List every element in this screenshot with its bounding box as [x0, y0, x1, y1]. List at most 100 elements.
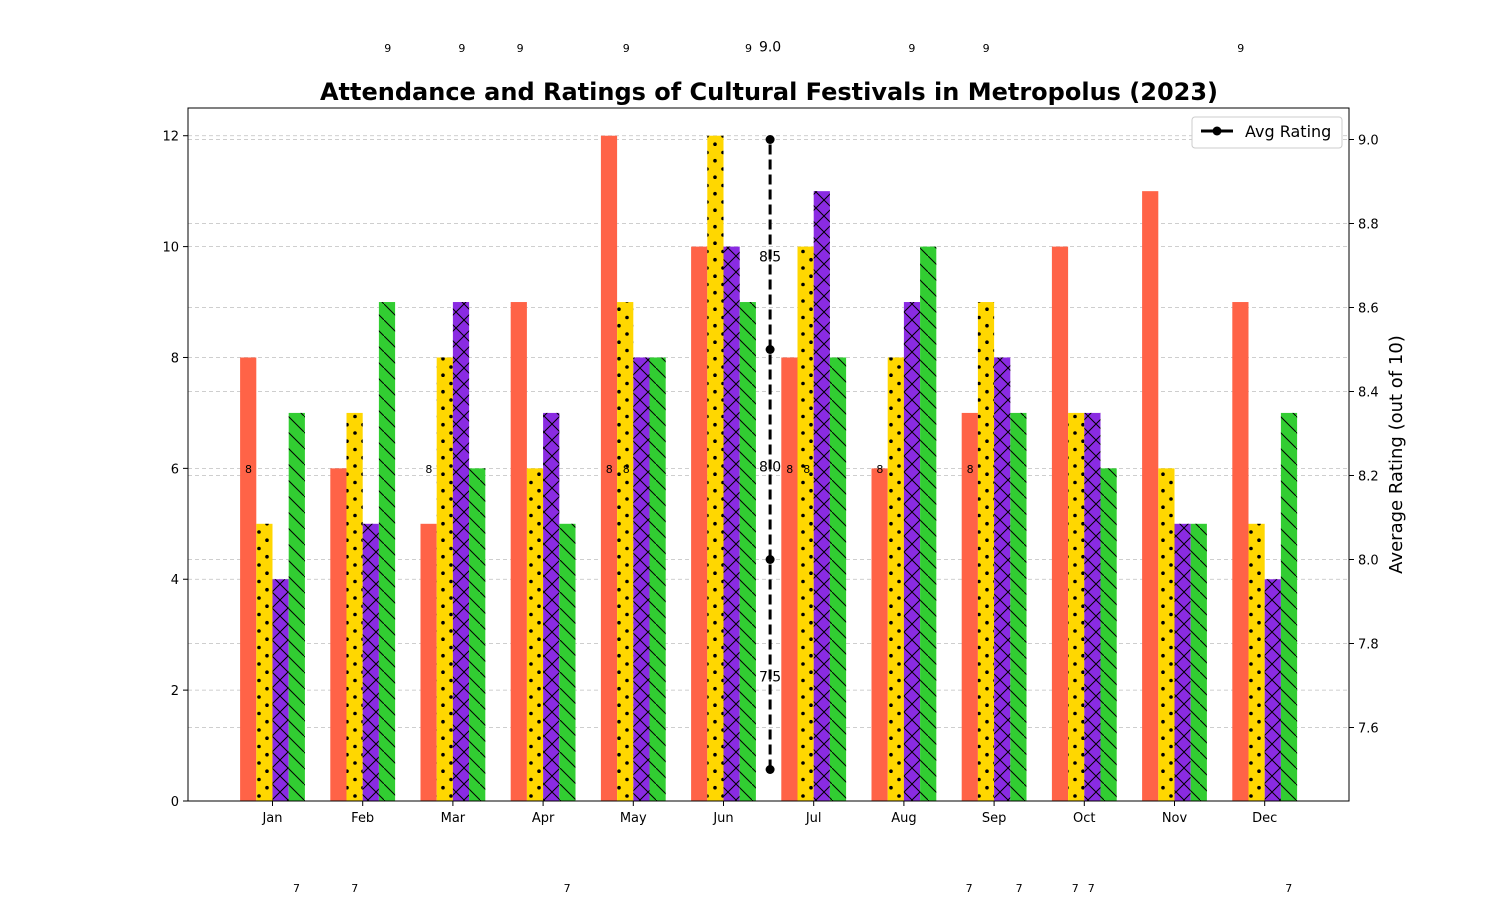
legend-box: [1191, 116, 1343, 149]
legend: Avg Rating: [1191, 116, 1343, 149]
bars-layer: [240, 135, 1298, 802]
bar-jun-series-1: [691, 246, 708, 802]
bar-hatch: [543, 412, 560, 801]
bar-hatch: [977, 302, 995, 801]
value-label-middle: 8: [623, 463, 630, 476]
bar-hatch: [559, 523, 576, 801]
value-label-top: 9: [517, 42, 524, 55]
x-tick-label: Oct: [1073, 811, 1095, 826]
bar-hatch: [617, 302, 634, 801]
y2-tick-label: 8.2: [1358, 470, 1379, 485]
value-label-top: 9: [908, 42, 915, 55]
bar-hatch: [1010, 412, 1027, 801]
x-tick-label: May: [620, 811, 647, 826]
avg-rating-label: 9.0: [759, 40, 781, 56]
y-tick-label: 4: [171, 573, 179, 588]
bar-hatch: [707, 135, 724, 802]
y2-axis-label: Average Rating (out of 10): [1386, 335, 1407, 574]
value-label-bottom: 7: [1016, 882, 1023, 895]
bar-may-series-1: [600, 135, 618, 802]
value-label-top: 9: [745, 42, 752, 55]
value-label-bottom: 7: [1072, 882, 1079, 895]
y-tick-label: 2: [171, 684, 179, 699]
x-tick-label: Jan: [261, 811, 282, 826]
bar-hatch: [1264, 579, 1281, 801]
value-label-top: 9: [1237, 42, 1244, 55]
axes-layer: 0 2 4 6 8 10 12 7.6 7.8 8.0 8.2 8.4 8.6 8.8 9.0 Jan Feb M…: [162, 107, 1407, 826]
bar-jul-series-1: [781, 357, 798, 801]
bar-feb-series-1: [330, 468, 347, 801]
x-tick-label: Mar: [441, 811, 466, 826]
y2-tick-label: 7.8: [1358, 638, 1379, 653]
x-tick-label: Dec: [1252, 811, 1277, 826]
y-tick-label: 12: [162, 130, 179, 145]
value-label-top: 9: [458, 42, 465, 55]
avg-rating-label: 8.5: [759, 250, 781, 266]
avg-rating-point: [765, 765, 775, 774]
bar-hatch: [649, 357, 666, 801]
bar-hatch: [903, 302, 921, 801]
y2-tick-label: 9.0: [1358, 134, 1379, 149]
avg-rating-point: [765, 345, 775, 354]
bar-aug-series-1: [871, 468, 888, 801]
bar-hatch: [288, 412, 305, 801]
bar-hatch: [633, 357, 650, 801]
x-tick-label: Sep: [982, 811, 1007, 826]
legend-label: Avg Rating: [1245, 122, 1331, 141]
bar-hatch: [526, 468, 544, 801]
x-tick-label: Nov: [1162, 811, 1188, 826]
bar-nov-series-1: [1142, 191, 1159, 801]
x-tick-label: Feb: [351, 811, 374, 826]
avg-rating-point: [765, 555, 775, 564]
x-tick-label: Jul: [805, 811, 822, 826]
chart-title: Attendance and Ratings of Cultural Festi…: [320, 78, 1218, 106]
bar-hatch: [346, 412, 363, 801]
labels-layer: 9 9 9 9 9 9 9 98 8 8 8 8 8 8 87 7 7 7 7 7 7 7: [245, 42, 1292, 895]
value-label-bottom: 7: [966, 882, 973, 895]
bar-jan-series-1: [240, 357, 257, 801]
value-label-top: 9: [384, 42, 391, 55]
bar-hatch: [362, 523, 379, 801]
value-label-bottom: 7: [1088, 882, 1095, 895]
bar-hatch: [272, 579, 289, 801]
value-label-top: 9: [983, 42, 990, 55]
y2-tick-label: 8.6: [1358, 302, 1379, 317]
bar-hatch: [739, 302, 756, 801]
value-label-middle: 8: [786, 463, 793, 476]
value-label-bottom: 7: [1285, 882, 1292, 895]
y2-tick-label: 7.6: [1358, 722, 1379, 737]
bar-hatch: [994, 357, 1011, 801]
bar-hatch: [1280, 412, 1298, 801]
bar-hatch: [797, 246, 814, 802]
y-tick-label: 10: [162, 241, 179, 256]
bar-hatch: [813, 191, 830, 801]
y-tick-label: 6: [171, 462, 179, 477]
bar-hatch: [436, 357, 453, 801]
bar-hatch: [256, 523, 273, 801]
legend-marker: [1212, 126, 1222, 136]
bar-hatch: [1190, 523, 1207, 801]
bar-hatch: [452, 302, 470, 801]
value-label-middle: 8: [803, 463, 810, 476]
bar-hatch: [920, 246, 937, 802]
bar-hatch: [1084, 412, 1101, 801]
value-label-middle: 8: [245, 463, 252, 476]
bar-hatch: [1174, 523, 1191, 801]
x-tick-label: Aug: [891, 811, 916, 826]
y-tick-label: 0: [171, 795, 179, 810]
bar-hatch: [1158, 468, 1175, 801]
value-label-middle: 8: [876, 463, 883, 476]
value-label-bottom: 7: [293, 882, 300, 895]
value-label-bottom: 7: [564, 882, 571, 895]
bar-mar-series-1: [420, 523, 437, 801]
bar-hatch: [887, 357, 904, 801]
y2-tick-label: 8.8: [1358, 218, 1379, 233]
bar-dec-series-1: [1232, 302, 1249, 801]
avg-rating-line: 7.5 8.0 8.5 9.0: [759, 40, 781, 774]
value-label-middle: 8: [967, 463, 974, 476]
bar-hatch: [1100, 468, 1117, 801]
bar-hatch: [723, 246, 740, 802]
plot-frame: [187, 107, 1350, 802]
bar-apr-series-1: [510, 302, 527, 801]
